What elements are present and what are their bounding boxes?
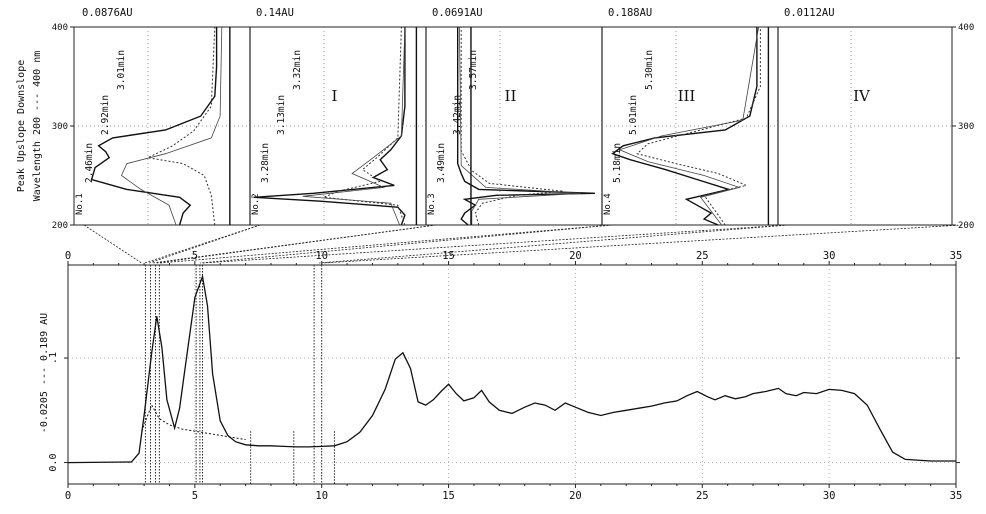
peak-spectrum-2 — [253, 27, 406, 226]
connector-line — [149, 224, 261, 264]
x-tick-label-top: 30 — [823, 250, 836, 262]
panel-number-label: No.4 — [603, 193, 613, 215]
x-tick-label-top: 35 — [950, 250, 963, 262]
spectra-ytick-label-right: 400 — [958, 23, 974, 33]
connector-line — [152, 224, 437, 264]
x-tick-label-bottom: 30 — [823, 490, 836, 502]
chromatogram-trace — [67, 273, 956, 464]
spectra-strip: Peak Upslope Downslope Wavelength 200 --… — [16, 7, 974, 231]
panel-time-label: 3.01min — [116, 50, 127, 90]
x-tick-label-bottom: 5 — [192, 490, 198, 502]
panel-roman-label: III — [678, 87, 696, 105]
panel-time-label: 2.46min — [84, 143, 95, 183]
x-tick-label-bottom: 25 — [696, 490, 709, 502]
chromatogram-baseline-trace — [141, 403, 246, 441]
panel-time-label: 3.57min — [468, 50, 479, 90]
spectra-ylabel-line1: Peak Upslope Downslope — [16, 60, 27, 192]
panel-number-label: No.3 — [427, 193, 437, 215]
panel-scale-label: 0.0112AU — [784, 7, 835, 19]
peak-spectrum-1 — [90, 27, 218, 226]
panel-time-label: 5.01min — [628, 95, 639, 135]
panel-time-label: 5.18min — [612, 143, 623, 183]
x-tick-label-bottom: 10 — [315, 490, 328, 502]
panel-roman-label: I — [332, 87, 338, 105]
panel-time-label: 5.30min — [644, 50, 655, 90]
connector-line — [319, 224, 789, 264]
panel-time-label: 2.92min — [100, 95, 111, 135]
x-tick-label-top: 15 — [442, 250, 455, 262]
x-tick-label-top: 20 — [569, 250, 582, 262]
panel-time-label: 3.42min — [452, 95, 463, 135]
chromatogram: -0.0205 --- 0.189 AU 0 5 10 15 20 25 30 35 0 5 10 1… — [39, 250, 962, 502]
x-tick-label-top: 10 — [315, 250, 328, 262]
spectra-ylabel-line2: Wavelength 200 --- 400 nm — [32, 51, 43, 202]
panel-connectors — [83, 224, 963, 264]
spectra-ytick-label-left: 400 — [52, 23, 68, 33]
x-tick-label-top: 5 — [192, 250, 198, 262]
x-tick-label-top: 25 — [696, 250, 709, 262]
panel-scale-label: 0.188AU — [608, 7, 652, 19]
chromatogram-ylabel: -0.0205 --- 0.189 AU — [39, 313, 50, 433]
x-tick-label-bottom: 15 — [442, 490, 455, 502]
peak-spectrum-3 — [457, 27, 596, 226]
connector-line — [83, 224, 142, 264]
panel-roman-label: II — [505, 87, 517, 105]
x-tick-label-bottom: 20 — [569, 490, 582, 502]
downslope-spectrum-3 — [460, 27, 564, 226]
connector-line — [322, 224, 963, 264]
upslope-spectrum-1 — [121, 26, 223, 226]
spectra-ytick-label-left: 300 — [52, 122, 68, 132]
panel-time-label: 3.32min — [292, 50, 303, 90]
connector-line — [156, 224, 437, 264]
x-tick-label-bottom: 35 — [950, 490, 963, 502]
connector-line — [144, 224, 261, 264]
panel-scale-label: 0.0876AU — [82, 7, 133, 19]
panel-time-label: 3.13min — [276, 95, 287, 135]
panel-time-label: 3.28min — [260, 143, 271, 183]
downslope-spectrum-2 — [321, 26, 406, 226]
x-tick-label-bottom: 0 — [65, 490, 71, 502]
panel-scale-label: 0.0691AU — [432, 7, 483, 19]
panel-number-label: No.2 — [251, 193, 261, 215]
y-tick-label: .1 — [48, 352, 59, 364]
panel-time-label: 3.49min — [436, 143, 447, 183]
y-tick-label: 0.0 — [48, 454, 59, 472]
panel-number-label: No.1 — [75, 193, 85, 215]
connector-line — [199, 224, 613, 264]
chromatogram-frame — [67, 264, 957, 485]
spectra-ytick-label-right: 200 — [958, 221, 974, 231]
upslope-spectrum-3 — [459, 26, 581, 225]
upslope-spectrum-2 — [302, 26, 406, 226]
connector-line — [159, 224, 613, 264]
x-tick-label-top: 0 — [65, 250, 71, 262]
spectra-ytick-label-right: 300 — [958, 122, 974, 132]
spectra-ytick-label-left: 200 — [52, 221, 68, 231]
upslope-spectrum-4 — [618, 26, 759, 226]
panel-roman-label: IV — [853, 87, 871, 105]
downslope-spectrum-1 — [146, 26, 216, 226]
panel-scale-label: 0.14AU — [256, 7, 294, 19]
peak-spectrum-4 — [611, 27, 758, 226]
